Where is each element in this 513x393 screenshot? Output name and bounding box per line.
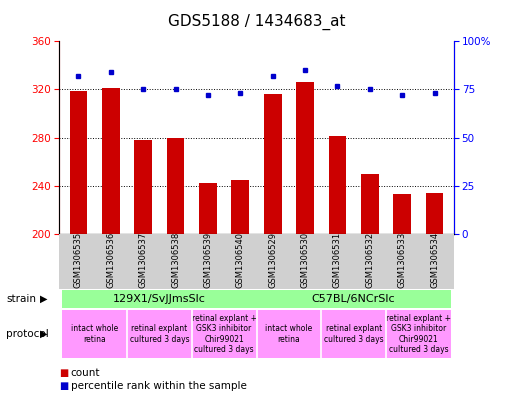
- Text: strain: strain: [6, 294, 36, 304]
- Text: percentile rank within the sample: percentile rank within the sample: [71, 381, 247, 391]
- Text: GSM1306538: GSM1306538: [171, 232, 180, 288]
- Text: GSM1306532: GSM1306532: [365, 232, 374, 288]
- Bar: [321, 235, 353, 288]
- Text: GDS5188 / 1434683_at: GDS5188 / 1434683_at: [168, 14, 345, 30]
- Bar: [102, 88, 120, 234]
- Text: GSM1306540: GSM1306540: [236, 232, 245, 288]
- Bar: [393, 194, 411, 234]
- Text: retinal explant
cultured 3 days: retinal explant cultured 3 days: [130, 324, 189, 344]
- Bar: [256, 235, 289, 288]
- Bar: [224, 235, 256, 288]
- Bar: [70, 91, 87, 234]
- Bar: [426, 193, 443, 234]
- Text: intact whole
retina: intact whole retina: [265, 324, 312, 344]
- Text: retinal explant +
GSK3 inhibitor
Chir99021
cultured 3 days: retinal explant + GSK3 inhibitor Chir990…: [192, 314, 256, 354]
- Text: GSM1306530: GSM1306530: [301, 232, 309, 288]
- Text: ■: ■: [59, 367, 68, 378]
- Bar: [289, 235, 321, 288]
- Text: count: count: [71, 367, 101, 378]
- Bar: [328, 136, 346, 234]
- Text: GSM1306529: GSM1306529: [268, 232, 277, 288]
- Text: intact whole
retina: intact whole retina: [71, 324, 118, 344]
- Bar: [231, 180, 249, 234]
- Bar: [62, 290, 256, 308]
- Text: ▶: ▶: [40, 329, 47, 339]
- Bar: [94, 235, 127, 288]
- Bar: [256, 310, 321, 358]
- Text: GSM1306536: GSM1306536: [106, 232, 115, 288]
- Bar: [353, 235, 386, 288]
- Bar: [264, 94, 282, 234]
- Text: GSM1306539: GSM1306539: [204, 232, 212, 288]
- Text: retinal explant +
GSK3 inhibitor
Chir99021
cultured 3 days: retinal explant + GSK3 inhibitor Chir990…: [386, 314, 451, 354]
- Bar: [127, 310, 192, 358]
- Bar: [386, 310, 451, 358]
- Text: GSM1306534: GSM1306534: [430, 232, 439, 288]
- Bar: [134, 140, 152, 234]
- Text: GSM1306533: GSM1306533: [398, 232, 407, 288]
- Bar: [167, 138, 185, 234]
- Bar: [361, 174, 379, 234]
- Text: C57BL/6NCrSlc: C57BL/6NCrSlc: [312, 294, 396, 304]
- Text: GSM1306535: GSM1306535: [74, 232, 83, 288]
- Text: ▶: ▶: [40, 294, 47, 304]
- Bar: [62, 235, 94, 288]
- Bar: [419, 235, 451, 288]
- Bar: [62, 310, 127, 358]
- Bar: [199, 183, 217, 234]
- Bar: [256, 290, 451, 308]
- Text: GSM1306537: GSM1306537: [139, 232, 148, 288]
- Bar: [160, 235, 192, 288]
- Bar: [386, 235, 419, 288]
- Bar: [192, 235, 224, 288]
- Bar: [321, 310, 386, 358]
- Text: retinal explant
cultured 3 days: retinal explant cultured 3 days: [324, 324, 383, 344]
- Bar: [296, 82, 314, 234]
- Bar: [192, 310, 256, 358]
- Bar: [127, 235, 160, 288]
- Text: ■: ■: [59, 381, 68, 391]
- Bar: [59, 234, 454, 289]
- Text: protocol: protocol: [6, 329, 49, 339]
- Text: 129X1/SvJJmsSlc: 129X1/SvJJmsSlc: [113, 294, 206, 304]
- Text: GSM1306531: GSM1306531: [333, 232, 342, 288]
